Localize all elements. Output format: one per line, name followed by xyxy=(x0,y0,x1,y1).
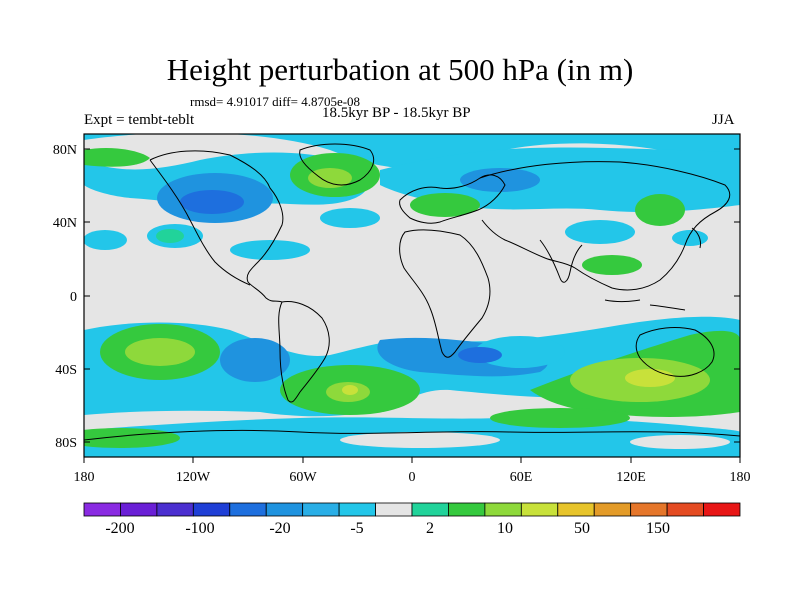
colorbar-swatch xyxy=(375,502,413,517)
colorbar xyxy=(83,502,741,517)
contour-north-band xyxy=(84,134,740,170)
lon-label: 120E xyxy=(616,470,646,485)
colorbar-label: 150 xyxy=(646,520,670,537)
colorbar-swatch xyxy=(520,502,559,517)
period-label: 18.5kyr BP - 18.5kyr BP xyxy=(322,105,471,121)
colorbar-swatch xyxy=(302,502,340,517)
colorbar-labels: -200 -100 -20 -5 2 10 50 150 xyxy=(105,520,670,537)
plot-title: Height perturbation at 500 hPa (in m) xyxy=(166,52,634,87)
contour-antarctic-grey xyxy=(340,432,500,448)
lat-label: 80N xyxy=(53,143,77,158)
colorbar-swatch xyxy=(265,502,304,517)
colorbar-label: -5 xyxy=(350,520,363,537)
contour-na-low-core xyxy=(180,190,244,214)
colorbar-swatch xyxy=(630,502,668,517)
lon-label: 60W xyxy=(289,470,317,485)
season-label: JJA xyxy=(712,112,735,128)
coast-indonesia xyxy=(604,299,686,311)
contour-asia-green-2 xyxy=(582,255,642,275)
contour-antarctic-grey-2 xyxy=(630,435,730,449)
lat-label: 80S xyxy=(55,436,77,451)
stats-label: rmsd= 4.91017 diff= 4.8705e-08 xyxy=(190,94,361,109)
lat-label: 40S xyxy=(55,363,77,378)
colorbar-label: 50 xyxy=(574,520,590,537)
coast-south-america xyxy=(278,301,330,403)
colorbar-label: 2 xyxy=(426,520,434,537)
lon-label: 0 xyxy=(409,470,416,485)
colorbar-swatch xyxy=(156,502,194,517)
colorbar-swatch xyxy=(666,502,704,517)
lon-label: 180 xyxy=(74,470,95,485)
coast-antarctica xyxy=(84,429,740,441)
lat-label: 40N xyxy=(53,216,77,231)
coast-north-america xyxy=(149,150,284,303)
contour-sh-indian-cyan xyxy=(475,336,565,368)
contour-sh-australia-core xyxy=(625,369,675,387)
contour-atlantic-cyan xyxy=(320,208,380,228)
colorbar-swatch xyxy=(448,502,486,517)
coast-north-america-west xyxy=(149,159,251,286)
lon-label: 60E xyxy=(510,470,533,485)
experiment-label: Expt = tembt-teblt xyxy=(84,112,195,128)
contour-europe-green xyxy=(410,193,480,217)
coast-australia xyxy=(635,327,715,377)
colorbar-swatch xyxy=(411,502,449,517)
coast-greenland xyxy=(299,143,375,186)
contour-pacific-green xyxy=(156,229,184,243)
contour-asia-cyan-2 xyxy=(565,220,635,244)
coast-japan xyxy=(691,227,701,249)
colorbar-swatch xyxy=(484,502,522,517)
lon-label: 180 xyxy=(730,470,751,485)
colorbar-swatch xyxy=(192,502,231,517)
colorbar-label: -100 xyxy=(185,520,214,537)
colorbar-swatch xyxy=(83,502,121,517)
coast-asia xyxy=(479,161,731,291)
colorbar-swatch xyxy=(120,502,158,517)
contour-antarctic-green xyxy=(84,428,180,448)
coast-europe xyxy=(399,174,506,224)
colorbar-label: 10 xyxy=(497,520,513,537)
colorbar-label: -20 xyxy=(269,520,290,537)
colorbar-swatch xyxy=(703,502,741,517)
contour-us-cyan xyxy=(230,240,310,260)
contour-eurasia-blue xyxy=(460,168,540,192)
colorbar-swatch xyxy=(593,502,632,517)
contour-field xyxy=(84,134,740,457)
contour-asia-cyan-3 xyxy=(672,230,708,246)
lon-axis xyxy=(83,457,741,463)
coastlines xyxy=(84,143,740,441)
coast-africa xyxy=(399,229,491,358)
contour-antarctic-green-2 xyxy=(490,408,630,428)
contour-ne-pacific-cyan xyxy=(84,230,127,250)
contour-arctic-high-core xyxy=(308,168,352,188)
colorbar-swatch xyxy=(338,502,376,517)
contour-asia-green xyxy=(635,194,685,226)
colorbar-label: -200 xyxy=(105,520,134,537)
contour-sh-pacific-core xyxy=(125,338,195,366)
contour-sh-sa-blue xyxy=(220,338,290,382)
lon-label: 120W xyxy=(176,470,211,485)
colorbar-swatch xyxy=(557,502,595,517)
colorbar-swatch xyxy=(229,502,267,517)
lat-tick-labels: 80N 40N 0 40S 80S xyxy=(53,143,77,451)
lat-axis xyxy=(84,148,740,443)
coast-india xyxy=(539,239,583,283)
contour-nw-green xyxy=(84,147,150,167)
lon-tick-labels: 180 120W 60W 0 60E 120E 180 xyxy=(74,470,751,485)
contour-sh-south-atlantic-yellow xyxy=(342,385,358,395)
contour-sh-indian-blue xyxy=(458,347,502,363)
lat-label: 0 xyxy=(70,290,77,305)
